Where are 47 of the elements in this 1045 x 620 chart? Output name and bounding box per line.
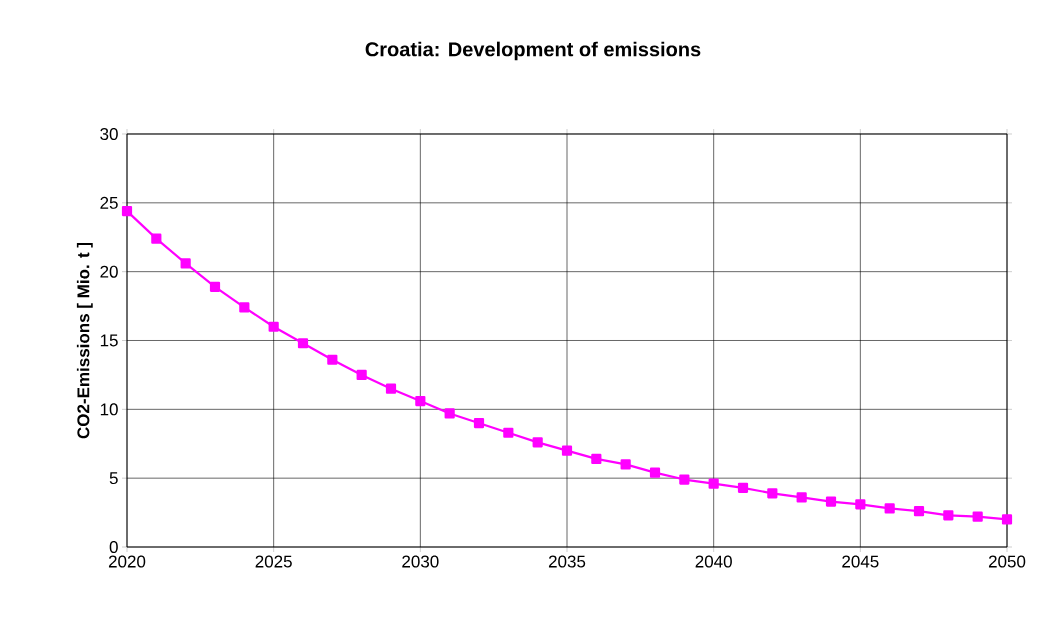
point [737,482,749,493]
point [620,459,631,470]
chart-title: Croatia: Development of emissions [365,41,701,61]
point [356,369,367,381]
point [532,437,543,448]
point [796,492,807,503]
point [591,453,602,464]
point [708,478,719,489]
x-tick-label: 2045 [842,555,879,568]
point [268,321,279,332]
point [297,338,309,349]
point [209,281,221,292]
point [327,354,338,365]
x-tick-label: 2030 [402,555,439,568]
point [825,496,837,507]
point [239,302,250,313]
point [121,205,133,217]
x-tick-label: 2025 [255,555,292,568]
point [943,510,954,521]
point [385,383,397,394]
point [415,395,426,407]
x-tick-label: 2020 [108,555,146,568]
point [1001,514,1013,525]
point [855,499,866,510]
y-tick-label: 0 [109,540,118,554]
point [913,506,925,517]
y-tick-label: 25 [100,196,118,209]
point [444,408,455,419]
point [503,427,514,438]
point [972,511,983,522]
x-tick-label: 2035 [548,555,586,568]
point [561,445,573,456]
point [679,474,690,485]
point [767,488,778,499]
x-tick-label: 2040 [695,555,732,568]
y-tick-label: 15 [100,334,118,347]
y-axis-title: CO2-Emissions [ Mio. t ] [76,242,93,439]
point [180,258,191,269]
point [473,418,485,429]
point [884,503,895,514]
y-tick-label: 20 [100,265,118,278]
point [649,467,661,478]
x-tick-label: 2050 [988,555,1026,568]
y-tick-label: 30 [100,127,118,141]
point [151,233,162,244]
y-tick-label: 5 [109,472,118,485]
y-tick-label: 10 [100,403,118,416]
